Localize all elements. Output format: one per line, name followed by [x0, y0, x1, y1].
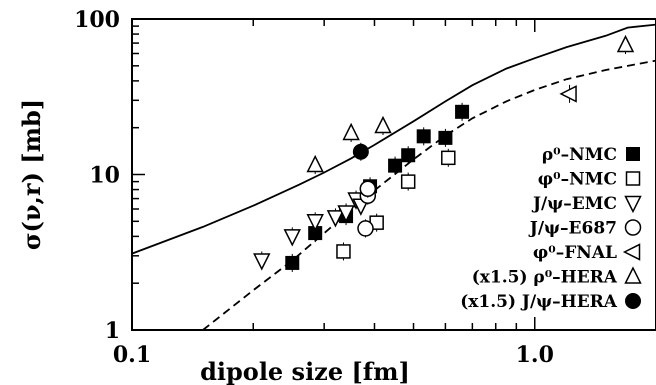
data-point: [400, 174, 416, 189]
data-point: [285, 255, 300, 270]
legend-marker: [626, 147, 640, 161]
legend-label: (x1.5) ρ⁰–HERA: [472, 268, 618, 288]
data-point: [352, 143, 369, 160]
legend-marker: [625, 293, 641, 309]
data-point: [306, 214, 324, 232]
data-point: [616, 34, 635, 53]
legend-marker: [624, 195, 642, 214]
legend-marker: [624, 266, 642, 284]
data-point: [455, 104, 470, 119]
axis-ticks: [131, 19, 656, 331]
tick-labels: 0.1 1.0 1 10 100: [74, 7, 554, 368]
data-point: [416, 129, 431, 144]
legend-label: (x1.5) J/ψ–HERA: [460, 292, 618, 312]
data-point: [283, 229, 301, 247]
data-point: [359, 180, 377, 197]
y-tick-label: 10: [89, 163, 120, 189]
data-point: [357, 220, 374, 237]
legend-label: φ⁰–NMC: [538, 170, 617, 190]
solid-curve: [132, 23, 656, 255]
data-point: [253, 253, 271, 271]
y-axis-label: σ(ν,r) [mb]: [17, 99, 46, 250]
x-axis-label: dipole size [fm]: [200, 357, 410, 385]
data-point: [388, 158, 403, 173]
y-tick-label: 1: [105, 318, 120, 344]
data-point: [336, 244, 351, 259]
data-point: [441, 150, 456, 166]
data-point: [438, 130, 453, 145]
data-point: [401, 148, 416, 163]
x-tick-label: 0.1: [113, 342, 151, 368]
legend-marker: [625, 171, 641, 186]
data-point: [342, 122, 360, 141]
data-point: [306, 154, 324, 173]
legend-marker: [624, 219, 642, 236]
x-tick-label: 1.0: [516, 342, 554, 368]
y-tick-label: 100: [74, 7, 120, 33]
data-points: [253, 34, 635, 272]
legend-label: J/ψ–EMC: [531, 194, 617, 214]
data-point: [337, 205, 355, 223]
data-point: [374, 115, 392, 134]
data-point: [326, 210, 345, 228]
legend-label: J/ψ–E687: [528, 219, 617, 239]
legend-label: ρ⁰–NMC: [542, 145, 617, 165]
data-point: [559, 85, 577, 103]
legend-label: φ⁰–FNAL: [533, 243, 617, 263]
legend-marker: [622, 243, 641, 261]
legend: ρ⁰–NMC φ⁰–NMC J/ψ–EMC J/ψ–E687 φ⁰–FNAL (x1.5)…: [460, 145, 642, 312]
